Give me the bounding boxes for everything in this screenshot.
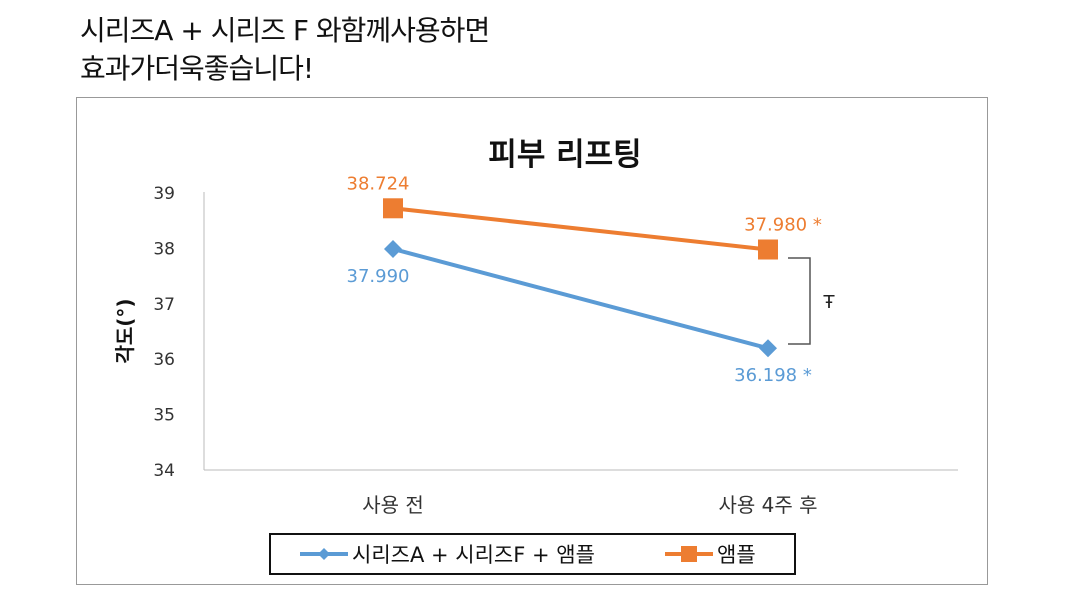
series-1: 38.724 37.980 * [347, 173, 822, 260]
data-label: 38.724 [347, 173, 410, 194]
series-0: 37.990 36.198 * [347, 239, 812, 386]
square-marker [383, 198, 403, 219]
data-label: 36.198 * [734, 365, 812, 386]
diamond-marker [384, 239, 402, 258]
headline: 시리즈A + 시리즈 F 와함께사용하면 효과가더욱좋습니다! [80, 12, 490, 88]
series-line [392, 206, 769, 252]
headline-line-1: 시리즈A + 시리즈 F 와함께사용하면 [80, 14, 490, 47]
y-tick-label: 34 [153, 461, 175, 481]
significance-bracket [788, 257, 811, 345]
data-label: 37.990 [347, 266, 410, 287]
legend-square-marker [681, 546, 697, 562]
chart-title: 피부 리프팅 [488, 137, 641, 173]
legend-label: 앰플 [717, 543, 756, 567]
y-tick-label: 39 [153, 184, 175, 204]
headline-line-2: 효과가더욱좋습니다! [80, 52, 314, 85]
legend-diamond-marker [318, 548, 330, 560]
legend-label: 시리즈A + 시리즈F + 앰플 [352, 543, 595, 567]
data-label: 37.980 * [744, 215, 822, 236]
y-axis-label: 각도(°) [113, 298, 137, 363]
x-tick-label: 사용 4주 후 [718, 493, 817, 517]
y-tick-label: 35 [153, 406, 175, 426]
x-tick-label: 사용 전 [362, 493, 424, 517]
significance-marker: Ŧ [823, 292, 836, 313]
series-line [392, 247, 769, 351]
diamond-marker [759, 339, 777, 358]
chart-frame [76, 97, 988, 585]
square-marker [758, 239, 778, 260]
y-tick-label: 38 [153, 239, 175, 259]
y-tick-label: 37 [153, 295, 175, 315]
y-tick-label: 36 [153, 350, 175, 370]
